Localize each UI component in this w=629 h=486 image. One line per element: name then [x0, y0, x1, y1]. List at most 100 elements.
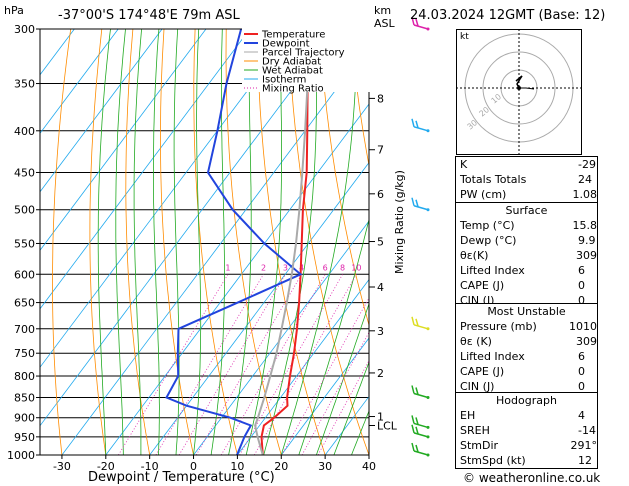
pw-label: PW (cm) [460, 188, 507, 201]
mixing-ratio-line [178, 274, 286, 455]
surface-label: θε(K) [460, 249, 489, 262]
surface-row: θε(K) 309 [456, 248, 597, 263]
wet-adiabat-line [298, 217, 369, 455]
totals-value: 24 [578, 173, 592, 186]
wind-barb-flag [411, 385, 415, 394]
hodo-value: 12 [578, 454, 592, 467]
parcel-trajectory-profile-line [254, 29, 313, 455]
pressure-tick-label: 1000 [7, 449, 35, 462]
wind-barb-flag [415, 426, 419, 435]
wind-barb-point [426, 395, 430, 399]
hodo-row: StmDir 291° [456, 438, 597, 453]
hodograph-unit: kt [460, 32, 469, 42]
mu-row: Pressure (mb) 1010 [456, 319, 597, 334]
wet-adiabat-line [333, 361, 369, 455]
mu-label: θε (K) [460, 335, 492, 348]
wind-barb-flag [411, 197, 415, 206]
wet-adiabat-line [97, 29, 111, 455]
wind-barb-flag [415, 387, 419, 395]
hodo-value: 4 [578, 409, 585, 422]
hodograph-trace [515, 75, 523, 89]
hodo-value: 291° [570, 439, 598, 452]
legend-entry: Mixing Ratio [262, 84, 324, 95]
mu-row: CIN (J) 0 [456, 379, 597, 394]
wind-barb-point [426, 425, 430, 429]
mixing-ratio-label: 1 [225, 263, 230, 272]
wind-barb-flag [411, 16, 415, 26]
isotherm-line [149, 161, 369, 455]
hodograph-table-box: Hodograph EH 4 SREH -14 StmDir 291° StmSpd (kt… [455, 392, 598, 469]
isotherm-line [280, 337, 369, 455]
wind-barb-flag [415, 417, 419, 425]
temperature-tick-label: 0 [190, 460, 197, 473]
hodo-value: -14 [578, 424, 596, 437]
surface-value: 15.8 [572, 219, 598, 232]
mixing-ratio-line [253, 274, 357, 455]
pressure-tick-label: 900 [14, 412, 35, 425]
km-label: km [374, 4, 392, 17]
hodo-label: StmDir [460, 439, 499, 452]
wind-barb-staff [413, 422, 429, 429]
surface-row: Temp (°C) 15.8 [456, 218, 597, 233]
dry-adiabat-line [89, 29, 107, 455]
isotherm-line [193, 220, 369, 455]
isotherm-line [40, 29, 338, 427]
hodograph-ring [482, 51, 556, 125]
mu-label: Pressure (mb) [460, 320, 537, 333]
surface-value: 9.9 [578, 234, 596, 247]
wind-barb [411, 16, 430, 31]
pressure-tick-label: 750 [14, 347, 35, 360]
legend-entry: Dewpoint [262, 39, 310, 50]
most-unstable-title: Most Unstable [487, 305, 566, 318]
wet-adiabat-line [115, 29, 126, 455]
surface-label: Temp (°C) [460, 219, 515, 232]
hodograph: kt 10 20 30 [456, 29, 582, 155]
mixing-ratio-label: 8 [340, 263, 345, 272]
pressure-tick-label: 350 [14, 78, 35, 91]
legend-entry: Temperature [261, 30, 325, 41]
km-label: 2 [377, 367, 384, 380]
mixing-ratio-line [155, 274, 264, 455]
wet-adiabat-line [173, 29, 180, 455]
wind-barb-flag [411, 415, 415, 424]
wind-barb-staff [413, 324, 429, 330]
pressure-tick-label: 700 [14, 323, 35, 336]
pw-value: 1.08 [572, 188, 598, 201]
km-label: 6 [377, 188, 384, 201]
dry-adiabat-line [287, 29, 369, 455]
legend-entry: Wet Adiabat [262, 66, 323, 77]
hodo-label: StmSpd (kt) [460, 454, 526, 467]
wet-adiabat-line [228, 29, 252, 455]
location-title: -37°00'S 174°48'E 79m ASL [58, 8, 240, 23]
legend-background [242, 28, 370, 92]
dry-adiabat-line [350, 29, 369, 168]
pressure-tick-label: 800 [14, 370, 35, 383]
mu-value: 6 [578, 350, 585, 363]
km-label: 4 [377, 281, 384, 294]
dry-adiabat-line [52, 29, 72, 455]
pressure-tick-label: 950 [14, 431, 35, 444]
hpa-label: hPa [4, 4, 24, 17]
hodograph-storm-motion [519, 87, 535, 90]
dry-adiabat-line [160, 29, 194, 455]
wind-barb-flag [411, 442, 415, 452]
mixing-ratio-line [118, 274, 229, 455]
mixing-ratio-axis-title: Mixing Ratio (g/kg) [393, 170, 406, 274]
wind-barb-staff [413, 392, 429, 399]
isotherm-line [40, 29, 207, 251]
legend-entry: Isotherm [262, 75, 306, 86]
temperature-tick-label: 20 [274, 460, 288, 473]
pressure-tick-label: 850 [14, 391, 35, 404]
k-index-value: -29 [578, 158, 596, 171]
km-label: 1 [377, 411, 384, 424]
mu-row: CAPE (J) 0 [456, 364, 597, 379]
temperature-profile-line [260, 29, 315, 455]
surface-row: CAPE (J) 0 [456, 278, 597, 293]
dry-adiabat-line [193, 29, 238, 455]
lcl-label: LCL [377, 419, 398, 432]
wind-barb-flag [411, 316, 415, 325]
wind-barb-staff [413, 432, 429, 438]
temperature-tick-label: 30 [318, 460, 332, 473]
hodo-row: EH 4 [456, 408, 597, 423]
mixing-ratio-label: 25 [411, 263, 421, 272]
